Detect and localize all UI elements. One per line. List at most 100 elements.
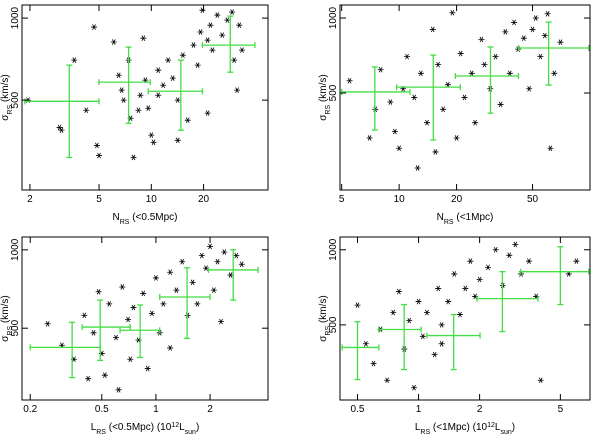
data-point xyxy=(391,128,398,135)
data-point xyxy=(173,287,180,293)
data-point xyxy=(557,39,564,45)
data-point xyxy=(137,92,144,99)
data-point xyxy=(525,258,532,264)
x-tick-label: 0.5 xyxy=(351,404,365,415)
data-point xyxy=(71,57,78,63)
data-point xyxy=(95,288,102,295)
y-tick-label: 1000 xyxy=(10,238,21,261)
x-tick-label: 2 xyxy=(477,404,483,415)
data-point xyxy=(506,70,513,77)
data-point xyxy=(194,301,201,307)
label-part: RS xyxy=(420,429,430,436)
y-tick-label: 1000 xyxy=(328,238,339,261)
data-point xyxy=(81,312,88,319)
data-point xyxy=(429,26,436,33)
data-point xyxy=(165,57,172,63)
data-point xyxy=(227,272,234,278)
data-point xyxy=(110,39,117,45)
label-part: RS xyxy=(325,104,332,114)
data-point xyxy=(90,330,97,336)
data-point xyxy=(457,50,464,57)
data-point xyxy=(224,17,231,23)
label-part: RS xyxy=(7,104,14,114)
label-part: (<0.5Mpc) xyxy=(129,212,177,223)
data-point xyxy=(419,333,426,340)
label-part: RS xyxy=(7,325,14,335)
y-tick-label: 500 xyxy=(10,91,21,108)
data-point xyxy=(115,387,122,393)
data-point xyxy=(432,149,439,155)
x-tick-label: 20 xyxy=(198,194,210,205)
data-point xyxy=(204,110,211,116)
data-point xyxy=(148,132,155,138)
x-tick-label: 10 xyxy=(146,194,158,205)
label-part: σ xyxy=(0,114,11,121)
data-point xyxy=(229,9,236,15)
y-tick-label: 500 xyxy=(328,316,339,333)
data-point xyxy=(387,99,394,105)
data-point xyxy=(93,142,100,149)
label-part: (<1Mpc) xyxy=(454,212,494,223)
data-point xyxy=(210,287,217,293)
data-point xyxy=(184,117,191,124)
data-point xyxy=(125,316,132,323)
data-point xyxy=(167,269,174,276)
data-point xyxy=(207,22,214,28)
data-point xyxy=(478,36,485,43)
data-point xyxy=(506,252,513,259)
x-axis-label: NRS (<0.5Mpc) xyxy=(112,212,177,226)
data-point xyxy=(472,119,479,126)
data-point xyxy=(404,53,411,60)
data-point xyxy=(148,310,155,317)
data-point xyxy=(502,29,509,35)
data-point xyxy=(526,85,533,92)
data-point xyxy=(101,372,108,378)
data-point xyxy=(511,19,518,26)
data-point xyxy=(532,15,539,21)
y-axis-label: σRS (km/s) xyxy=(0,295,14,341)
data-point xyxy=(444,81,451,88)
data-point xyxy=(207,243,214,250)
data-point xyxy=(155,67,162,73)
data-point xyxy=(198,252,205,259)
plot-frame xyxy=(21,4,269,191)
data-point xyxy=(462,285,469,292)
data-point xyxy=(423,309,430,316)
data-point xyxy=(221,249,228,255)
label-part: (km/s) xyxy=(318,295,329,326)
label-part: ) xyxy=(196,422,199,433)
label-part: ) xyxy=(512,422,515,433)
data-point xyxy=(127,356,134,363)
data-point xyxy=(197,29,204,35)
data-point xyxy=(476,276,483,283)
x-axis-label: LRS (<1Mpc) (1012Lsun) xyxy=(415,422,515,436)
data-point xyxy=(529,26,536,33)
y-tick-label: 500 xyxy=(328,84,339,101)
data-point xyxy=(199,7,206,13)
data-point xyxy=(160,301,167,307)
data-point xyxy=(461,94,468,101)
data-point xyxy=(440,106,447,113)
label-part: N xyxy=(437,212,444,223)
data-point xyxy=(118,87,125,93)
data-point xyxy=(346,77,353,84)
data-point xyxy=(140,35,147,41)
label-part: (km/s) xyxy=(0,295,11,326)
data-point xyxy=(174,137,181,144)
data-point xyxy=(179,258,186,265)
label-part: σ xyxy=(318,114,329,121)
data-point xyxy=(160,82,167,89)
data-point xyxy=(179,52,186,58)
data-point xyxy=(140,290,147,297)
data-point xyxy=(238,261,245,268)
x-axis-label: NRS (<1Mpc) xyxy=(437,212,494,226)
plot-frame xyxy=(339,4,591,191)
data-point xyxy=(551,70,558,77)
data-point xyxy=(145,105,152,112)
data-point xyxy=(456,311,463,318)
data-point xyxy=(370,360,377,367)
x-tick-label: 10 xyxy=(394,194,406,205)
label-part: L xyxy=(495,422,501,433)
data-point xyxy=(96,152,103,159)
